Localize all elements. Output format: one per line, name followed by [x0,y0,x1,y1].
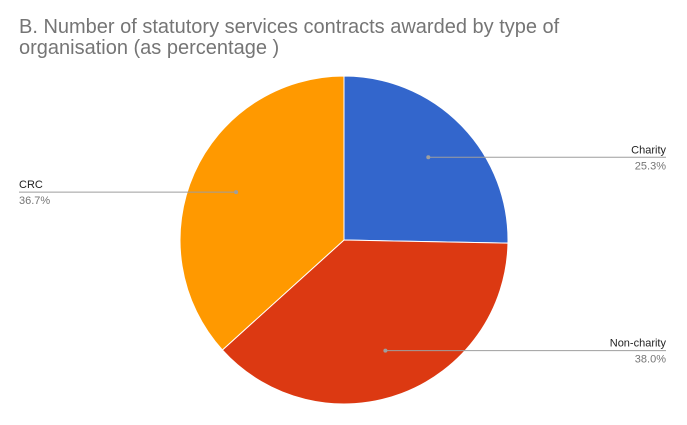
slice-value-charity: 25.3% [635,160,666,172]
slice-label-charity: Charity [631,144,666,156]
pie-slice-crc[interactable] [179,75,345,351]
slice-value-non-charity: 38.0% [635,354,666,366]
leader-dot-charity [426,155,431,160]
slice-value-crc: 36.7% [19,195,50,207]
pie-labels: Charity 25.3% Non-charity 38.0% CRC 36.7% [19,144,667,366]
pie-slice-non-charity[interactable] [221,239,509,405]
pie-slice-charity[interactable] [343,75,509,244]
chart-title: B. Number of statutory services contract… [19,16,560,59]
leader-dot-crc [234,190,239,195]
slice-label-non-charity: Non-charity [610,338,667,350]
slice-label-crc: CRC [19,179,43,191]
leader-dot-non-charity [383,348,388,353]
pie-slices [179,75,509,405]
